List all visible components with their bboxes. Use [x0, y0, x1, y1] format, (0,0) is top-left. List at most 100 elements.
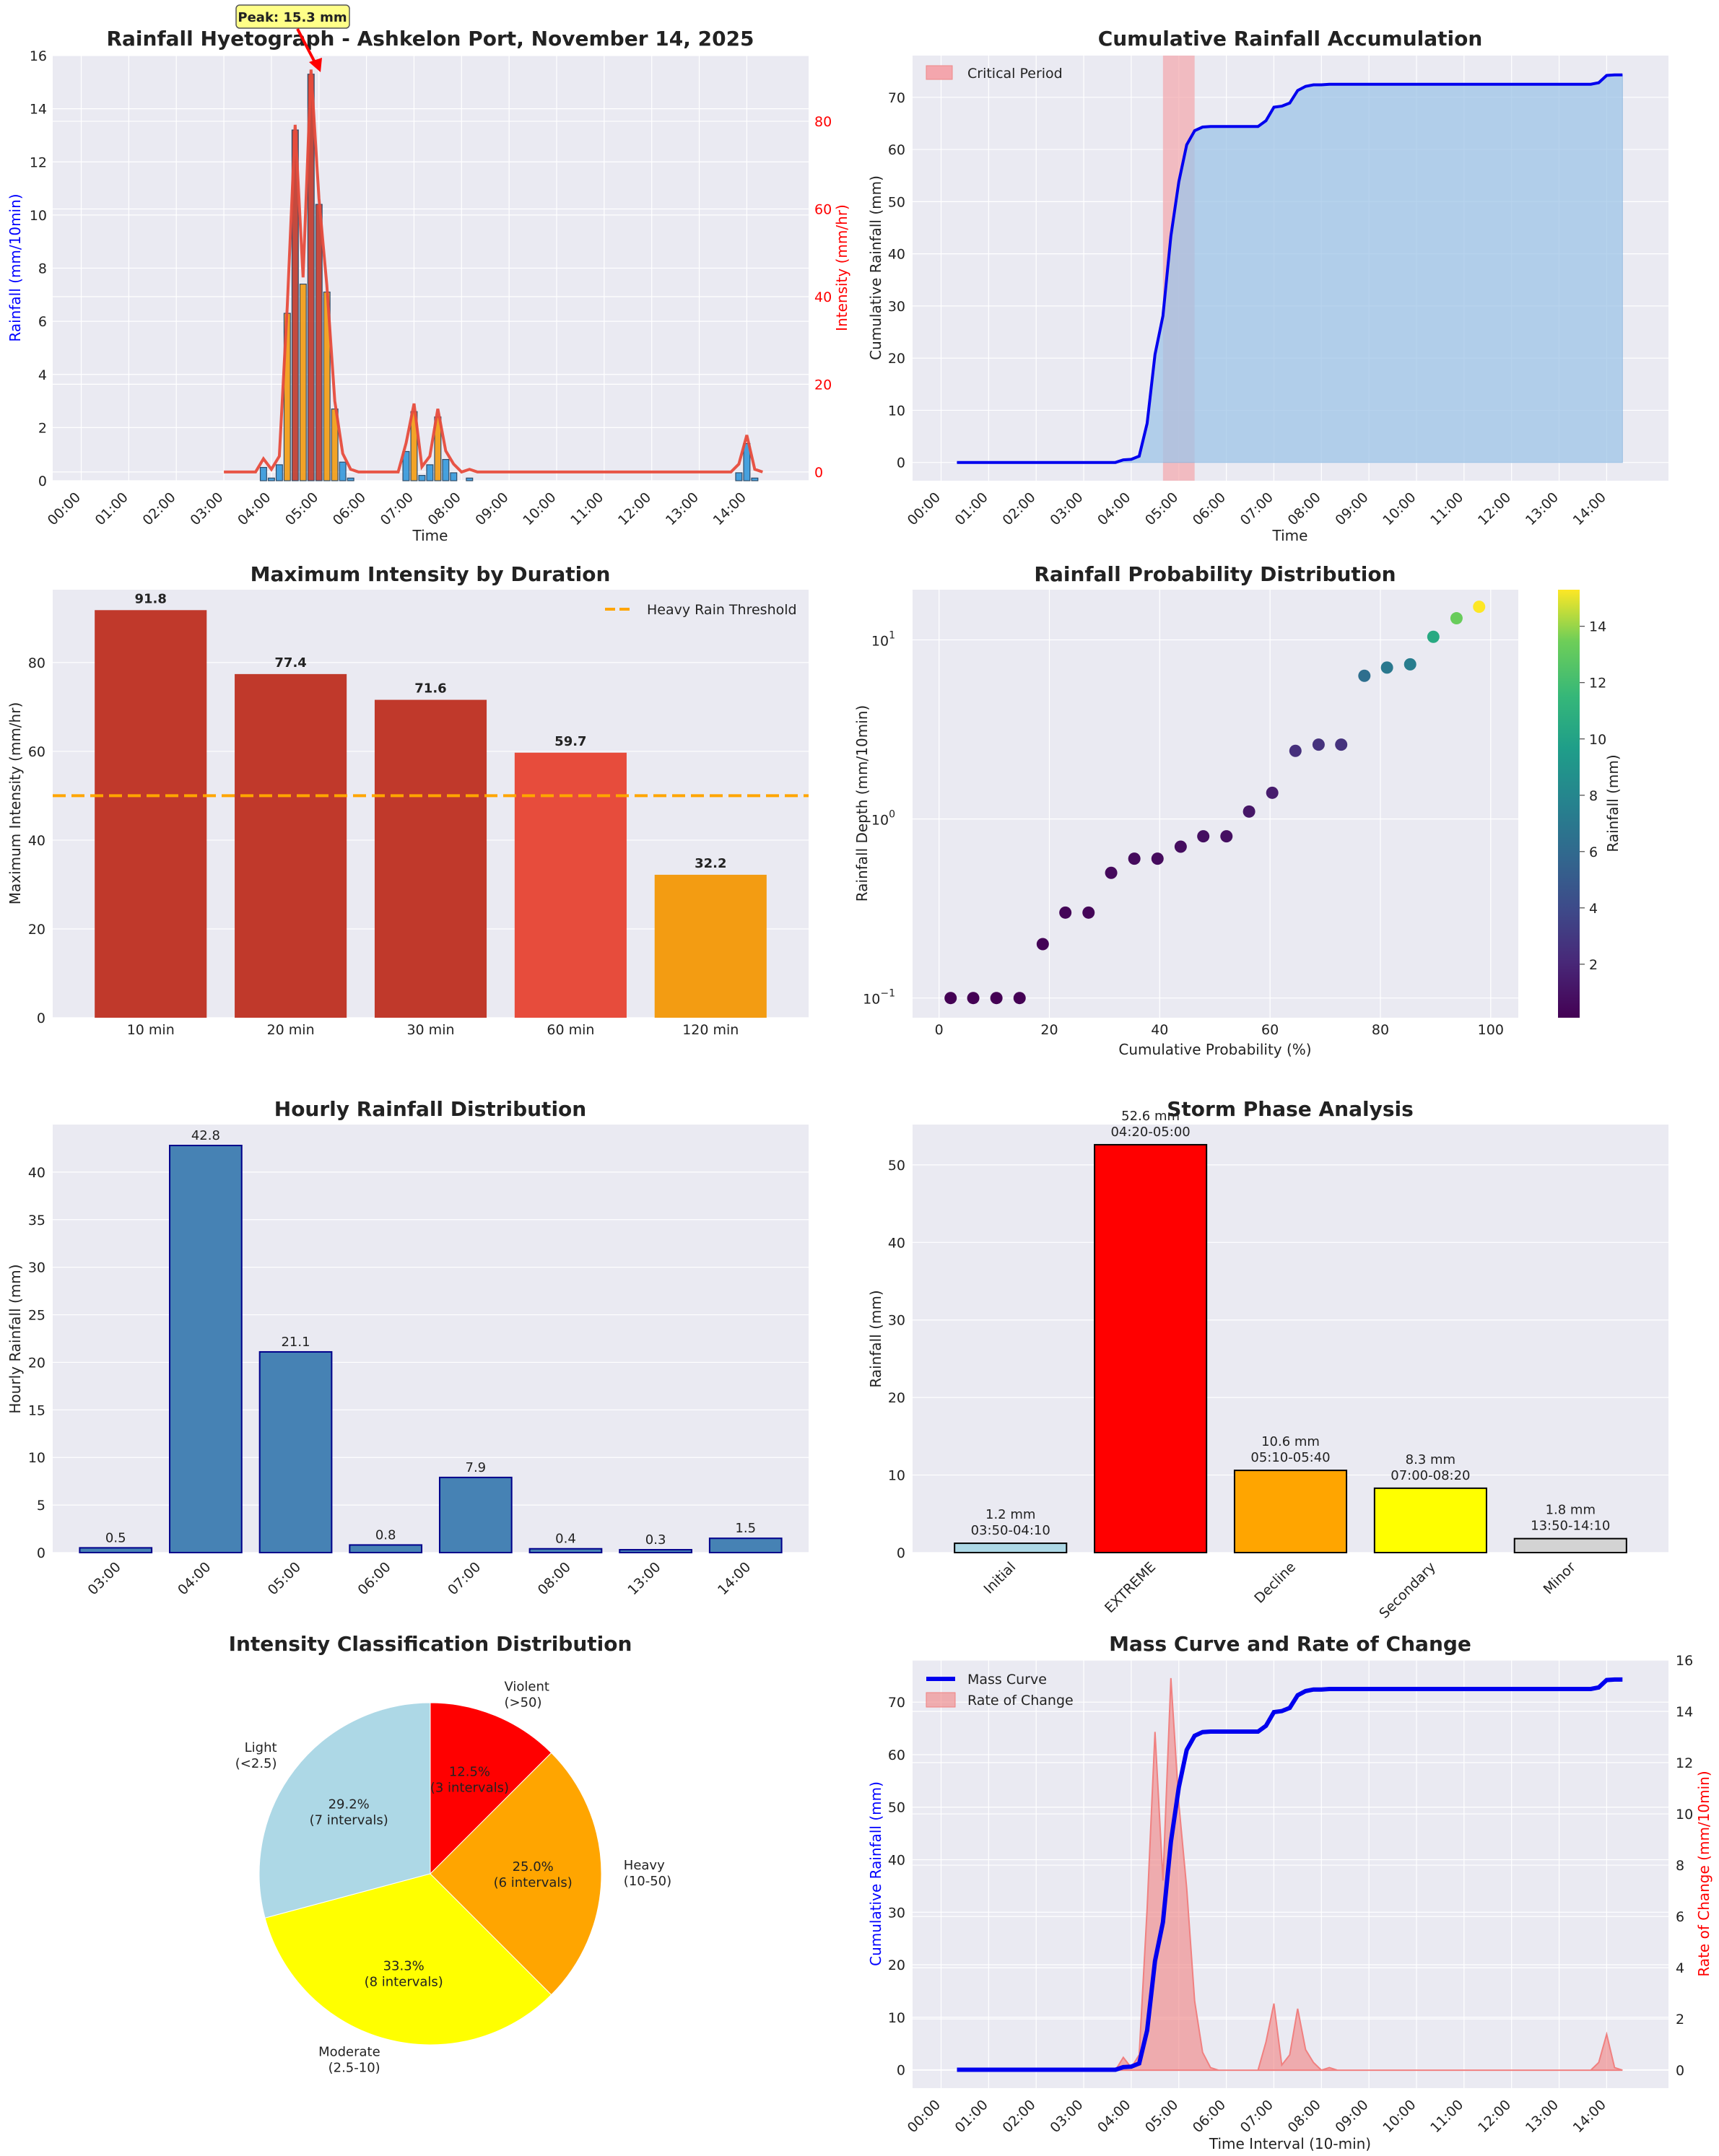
mass-curve-y2tick: 14	[1676, 1704, 1693, 1720]
rainfall-bar	[450, 472, 458, 481]
probability-ytick: 10−1	[863, 988, 895, 1008]
probability-point	[967, 992, 980, 1005]
rainfall-bar	[267, 477, 275, 481]
hyetograph-ytick: 16	[30, 48, 47, 64]
rainfall-bar	[466, 477, 474, 481]
intensity-bar	[654, 874, 767, 1018]
pie-range-label: (<2.5)	[235, 1756, 277, 1771]
colorbar-tick: 14	[1589, 619, 1606, 635]
hourly-ytick: 5	[37, 1498, 45, 1514]
probability-point	[1312, 738, 1325, 751]
hourly-bar	[708, 1537, 783, 1554]
duration-xtick: 10 min	[127, 1022, 175, 1038]
classification-title: Intensity Classification Distribution	[229, 1632, 632, 1656]
mass-curve-legend-label: Mass Curve	[967, 1672, 1047, 1688]
phase-value-label: 8.3 mm	[1406, 1452, 1455, 1467]
hyetograph-ylabel: Rainfall (mm/10min)	[6, 193, 24, 341]
mass-curve-ytick: 10	[888, 2010, 905, 2026]
probability-point	[990, 992, 1003, 1005]
hyetograph-ytick: 10	[30, 208, 47, 224]
pie-category-label: Moderate	[318, 2045, 380, 2060]
hyetograph-y2tick: 60	[814, 202, 832, 218]
rainfall-bar	[259, 466, 267, 481]
probability-xtick: 20	[1040, 1022, 1058, 1038]
hourly-bar	[169, 1144, 243, 1553]
intensity-bar-label: 91.8	[135, 591, 167, 606]
duration-xtick: 60 min	[547, 1022, 594, 1038]
pie-count-label: (6 intervals)	[494, 1875, 573, 1890]
intensity-bar	[95, 610, 207, 1018]
probability-point	[1266, 786, 1279, 799]
mass-curve-title: Mass Curve and Rate of Change	[1109, 1632, 1471, 1656]
probability-point	[1358, 669, 1371, 682]
hyetograph-ytick: 12	[30, 154, 47, 170]
probability-point	[1450, 612, 1463, 625]
probability-plot-area	[913, 590, 1518, 1018]
mass-curve-y2tick: 2	[1676, 2012, 1684, 2028]
intensity-bar-label: 71.6	[414, 681, 446, 697]
phase-value-label: 52.6 mm	[1121, 1109, 1180, 1124]
mass-curve-line	[957, 1677, 1623, 2072]
phase-value-label: 10.6 mm	[1261, 1434, 1320, 1449]
probability-point	[1197, 830, 1210, 843]
probability-xtick: 60	[1261, 1022, 1279, 1038]
mass-curve-ytick: 70	[888, 1695, 905, 1711]
hyetograph-ytick: 14	[30, 102, 47, 118]
pie-range-label: (2.5-10)	[328, 2061, 380, 2076]
hyetograph-y2tick: 0	[814, 465, 823, 481]
max-intensity-ytick: 0	[37, 1011, 45, 1026]
cumulative-ytick: 70	[888, 90, 905, 106]
hyetograph-ytick: 4	[38, 367, 47, 383]
hyetograph-ytick: 8	[38, 261, 47, 277]
probability-point	[1473, 601, 1486, 614]
rainfall-bar	[743, 442, 751, 481]
pie-range-label: (10-50)	[624, 1874, 671, 1889]
pie-slice	[430, 1702, 552, 1875]
probability-point	[1128, 852, 1141, 865]
intensity-bar	[514, 752, 627, 1018]
hyetograph-y2tick: 20	[814, 377, 832, 393]
rainfall-bar	[275, 464, 283, 481]
probability-point	[1380, 661, 1393, 674]
probability-point	[1105, 866, 1118, 879]
hourly-ytick: 40	[28, 1165, 45, 1181]
critical-period-swatch	[926, 65, 953, 80]
max-intensity-ytick: 40	[28, 833, 45, 849]
colorbar-tick: 10	[1589, 732, 1606, 748]
mass-curve-ytick: 50	[888, 1800, 905, 1816]
threshold-legend-label: Heavy Rain Threshold	[647, 602, 797, 618]
pie-slice	[258, 1702, 431, 1919]
storm-phase-ytick: 40	[888, 1235, 905, 1251]
colorbar-tick: 2	[1589, 957, 1598, 973]
hyetograph-xlabel: Time	[412, 527, 448, 544]
probability-point	[1289, 744, 1302, 757]
cumulative-ylabel: Cumulative Rainfall (mm)	[867, 175, 884, 360]
colorbar	[1558, 590, 1580, 1018]
phase-range-label: 03:50-04:10	[971, 1523, 1050, 1538]
probability-point	[1220, 830, 1233, 843]
hyetograph-ytick: 6	[38, 314, 47, 330]
pie-count-label: (3 intervals)	[430, 1781, 509, 1796]
phase-bar	[1373, 1487, 1487, 1554]
hyetograph-ytick: 2	[38, 420, 47, 436]
hourly-bar-label: 0.8	[375, 1527, 396, 1542]
pie-pct-label: 29.2%	[328, 1797, 370, 1812]
hyetograph-ytick: 0	[38, 473, 47, 489]
phase-range-label: 07:00-08:20	[1391, 1468, 1470, 1483]
hourly-panel: 0.503:0042.804:0021.105:000.806:007.907:…	[6, 1097, 809, 1598]
probability-point	[1404, 658, 1416, 671]
hyetograph-y2tick: 80	[814, 114, 832, 130]
pie-category-label: Light	[245, 1740, 277, 1755]
hourly-ylabel: Hourly Rainfall (mm)	[6, 1264, 24, 1413]
max-intensity-ytick: 80	[28, 655, 45, 671]
mass-curve-y2tick: 0	[1676, 2063, 1684, 2079]
pie-category-label: Violent	[504, 1680, 549, 1695]
cumulative-xlabel: Time	[1272, 527, 1308, 544]
max-intensity-legend: Heavy Rain Threshold	[605, 602, 797, 618]
hourly-bar	[258, 1350, 333, 1553]
hourly-bar-label: 0.3	[645, 1532, 666, 1548]
mass-curve-legend: Mass Curve Rate of Change	[926, 1672, 1074, 1708]
